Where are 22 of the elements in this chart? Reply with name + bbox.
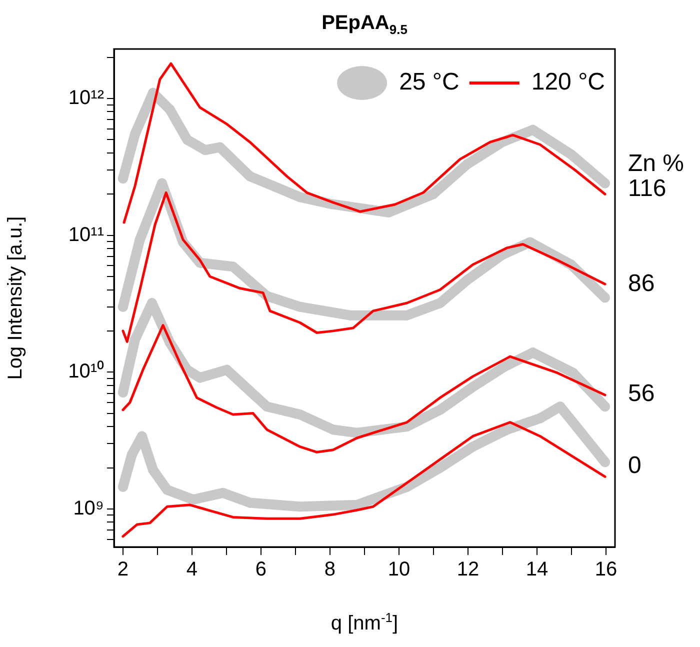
- legend-label: 25 °C: [399, 68, 460, 96]
- chart-title: PEpAA$_{9.5}$: [320, 12, 408, 37]
- x-tick-label: 16: [594, 558, 618, 581]
- text: 56: [628, 380, 655, 408]
- x-tick-label: 12: [456, 558, 480, 581]
- legend-label: 120 °C: [531, 68, 605, 96]
- y-tick-label: 10⁹: [73, 497, 104, 520]
- y-tick-label: 10¹²: [68, 87, 104, 110]
- x-tick-label: 10: [388, 558, 410, 581]
- y-tick-label: 10¹⁰: [68, 360, 104, 383]
- x-tick-label: 6: [255, 558, 267, 581]
- y-tick-label: 10¹¹: [68, 224, 104, 246]
- text: 116: [628, 175, 666, 203]
- x-tick-label: 8: [324, 558, 336, 581]
- text: Zn %: [628, 150, 684, 178]
- y-axis-title: Log Intensity [a.u.]: [4, 216, 27, 380]
- text: 0: [628, 452, 642, 480]
- x-tick-label: 2: [117, 558, 129, 581]
- x-axis-title: q [nm$^{-1}$]: [330, 610, 400, 636]
- x-tick-label: 14: [526, 558, 548, 581]
- text: 86: [628, 270, 655, 298]
- x-tick-label: 4: [186, 558, 198, 581]
